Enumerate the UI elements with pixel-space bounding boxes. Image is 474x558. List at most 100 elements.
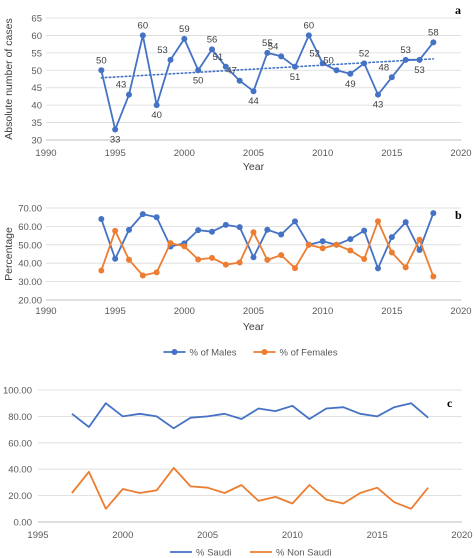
data-point <box>278 53 285 60</box>
data-point <box>126 256 132 263</box>
x-tick-label: 2015 <box>381 306 402 317</box>
data-label: 55 <box>262 38 273 49</box>
data-label: 48 <box>379 62 390 73</box>
y-tick-label: 65 <box>31 14 42 25</box>
data-point <box>361 60 368 67</box>
data-point <box>250 88 257 95</box>
chart-b: b 20.00 30.00 40.00 50.00 60.00 70.00 1990 1995… <box>3 204 472 359</box>
data-point <box>153 214 160 221</box>
data-point <box>333 241 340 248</box>
data-point <box>195 227 202 234</box>
data-point <box>319 245 326 252</box>
data-point <box>430 210 437 217</box>
data-label: 53 <box>414 65 425 76</box>
x-tick-label: 1990 <box>35 306 56 317</box>
data-point <box>222 63 229 70</box>
data-point <box>236 259 243 266</box>
x-tick-label: 2020 <box>450 148 471 159</box>
data-point <box>126 226 132 233</box>
data-point <box>292 63 298 70</box>
y-tick-label: 20.00 <box>8 491 32 502</box>
data-point <box>292 218 298 225</box>
series-line-2 <box>71 466 429 510</box>
y-tick-label: 55 <box>31 48 42 59</box>
data-label: 54 <box>268 41 279 52</box>
x-axis-title: Year <box>243 161 265 173</box>
data-point <box>305 32 312 39</box>
data-point <box>139 32 146 39</box>
data-point <box>195 256 202 263</box>
legend-label-1: % of Males <box>190 348 237 359</box>
data-point <box>333 67 340 74</box>
data-point <box>222 221 229 228</box>
data-point <box>209 228 215 235</box>
data-point <box>388 249 395 256</box>
x-tick-label: 2020 <box>450 306 471 317</box>
data-point <box>375 91 381 98</box>
y-tick-label: 70.00 <box>18 204 42 215</box>
data-label: 43 <box>116 80 127 91</box>
x-tick-label: 1995 <box>105 148 126 159</box>
y-tick-label: 60 <box>31 31 42 42</box>
data-point <box>278 231 285 238</box>
data-label: 58 <box>428 27 439 38</box>
data-label: 50 <box>96 55 107 66</box>
data-label: 47 <box>226 66 237 77</box>
trendline <box>100 58 435 79</box>
data-point <box>361 255 368 262</box>
panel-label-b: b <box>455 208 462 222</box>
data-point <box>126 91 132 98</box>
x-tick-label: 2000 <box>174 148 195 159</box>
y-tick-label: 100.00 <box>3 386 32 397</box>
data-point <box>416 246 423 253</box>
data-point <box>430 39 437 46</box>
data-point <box>181 243 188 250</box>
x-tick-label: 2005 <box>243 148 264 159</box>
x-tick-label: 2005 <box>197 530 218 541</box>
x-axis-title: Year <box>243 321 265 333</box>
y-tick-label: 30.00 <box>18 277 42 288</box>
y-tick-label: 40 <box>31 101 42 112</box>
x-tick-label: 2015 <box>367 530 388 541</box>
legend-label-2: % Non Saudi <box>276 548 331 558</box>
data-point <box>278 252 285 259</box>
x-tick-label: 2010 <box>282 530 303 541</box>
panel-label-a: a <box>455 3 461 17</box>
data-point <box>416 236 423 243</box>
data-label: 59 <box>179 24 190 35</box>
data-point <box>264 256 271 263</box>
data-point <box>375 218 381 225</box>
x-tick-label: 2005 <box>243 306 264 317</box>
y-tick-label: 50.00 <box>18 240 42 251</box>
y-tick-label: 40.00 <box>8 465 32 476</box>
data-point <box>430 273 437 280</box>
y-tick-label: 80.00 <box>8 412 32 423</box>
data-point <box>167 240 174 247</box>
y-tick-label: 20.00 <box>18 296 42 307</box>
data-point <box>305 241 312 248</box>
x-tick-label: 1995 <box>27 530 48 541</box>
data-point <box>402 219 409 226</box>
data-point <box>209 46 215 53</box>
data-point <box>153 269 160 276</box>
x-tick-label: 2000 <box>174 306 195 317</box>
legend-label-2: % of Females <box>280 348 338 359</box>
data-point <box>388 74 395 81</box>
data-point <box>402 56 409 63</box>
data-point <box>236 77 243 84</box>
x-tick-label: 2015 <box>381 148 402 159</box>
data-label: 56 <box>207 34 218 45</box>
data-point <box>195 67 202 74</box>
data-point <box>319 238 326 245</box>
x-tick-label: 2010 <box>312 148 333 159</box>
data-label: 43 <box>373 100 384 111</box>
data-point <box>98 67 105 74</box>
data-label: 53 <box>400 45 411 56</box>
x-tick-label: 2020 <box>451 530 472 541</box>
data-point <box>250 229 257 236</box>
data-point <box>402 264 409 271</box>
y-axis-title: Absolute number of cases <box>3 18 15 139</box>
data-label: 33 <box>110 135 121 146</box>
data-point <box>139 211 146 218</box>
data-point <box>112 126 119 133</box>
